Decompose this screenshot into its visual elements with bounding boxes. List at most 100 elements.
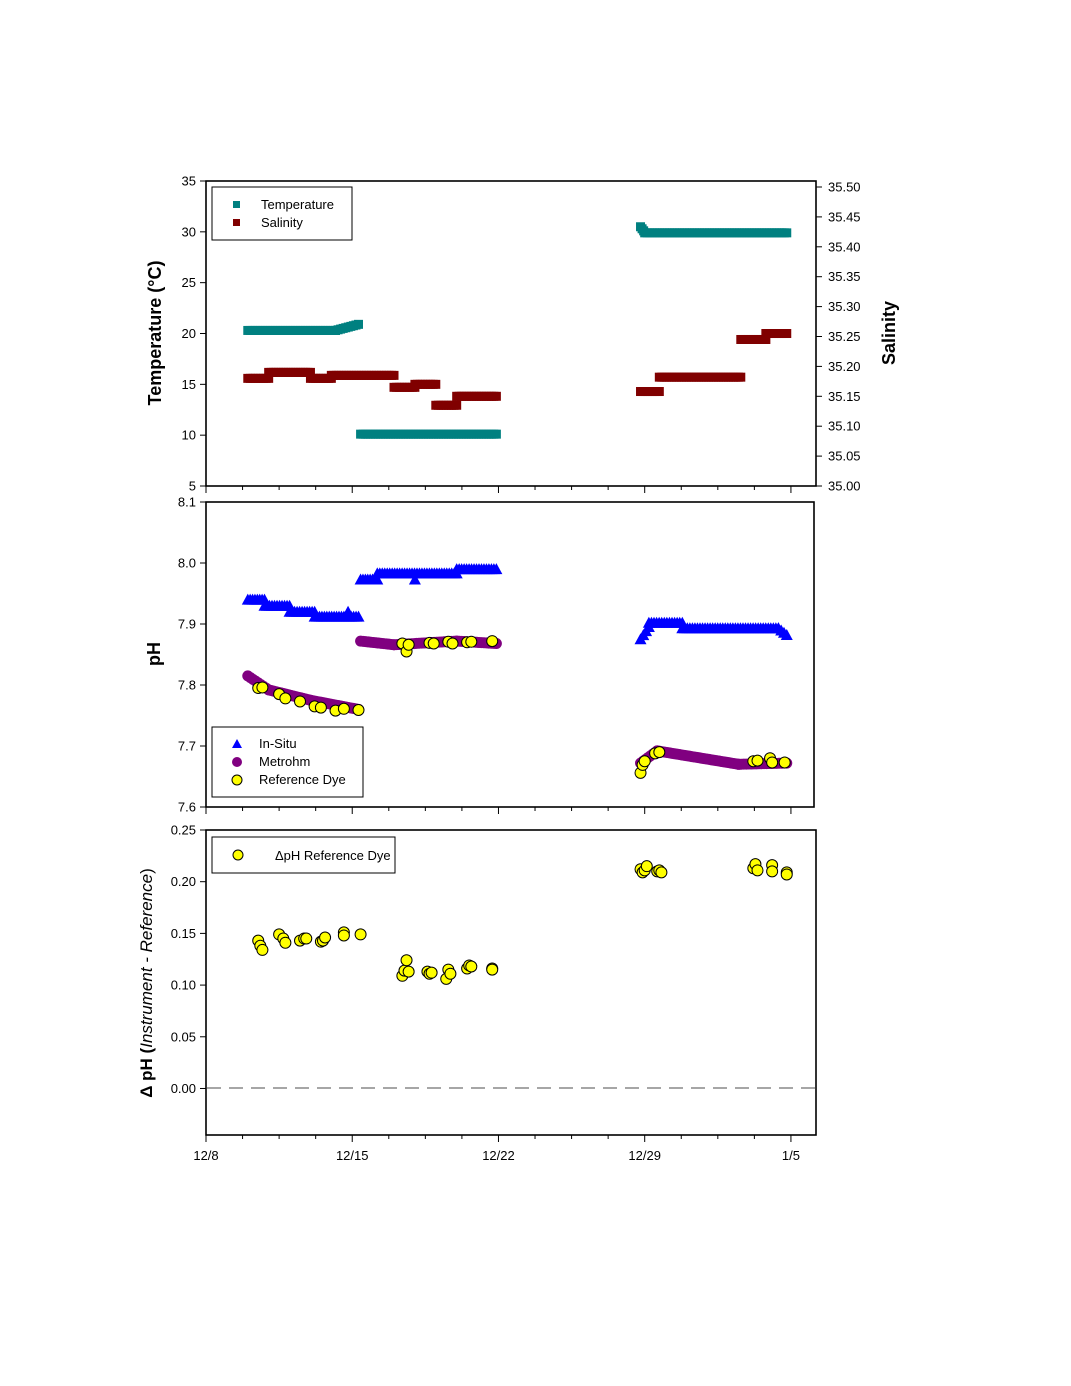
y-tick-label: 20 [182,326,196,341]
ph-reference-dye-point [337,929,350,942]
salinity-mark [305,367,315,377]
plot-frame [205,829,817,1136]
in-situ-mark [780,628,793,640]
ph-reference-dye-point [354,928,367,941]
y-axis-label: Δ pH (Instrument - Reference) [137,868,156,1098]
reference-dye-point [402,638,415,651]
y-axis-label-part-1: Δ pH ( [137,1047,156,1097]
ph-reference-dye-point [780,868,793,881]
salinity-mark [491,391,501,401]
ph-reference-dye-point [751,864,764,877]
ph-reference-dye-point [444,967,457,980]
reference-dye-point [294,695,307,708]
in-situ-mark [352,610,365,622]
panel-ph: pH 8.1 8.0 7.9 7.8 7.7 7.6 In-Situ Metrohm Re… [144,495,815,815]
salinity-mark [736,372,746,382]
x-axis-ticks [205,486,792,493]
x-tick-label: 12/8 [193,1148,218,1163]
y-axis-label-left: Temperature (°C) [145,261,165,406]
ph-reference-dye-point [400,954,413,967]
in-situ-mark [490,563,503,575]
y-axis-ticks-left: 35 30 25 20 15 10 5 [182,174,206,494]
salinity-mark [389,370,399,380]
ph-reference-dye-point [319,931,332,944]
x-axis-ticks: 12/8 12/15 12/22 12/29 1/5 [193,1135,800,1163]
y-axis-label-right: Salinity [879,301,899,365]
x-axis-ticks [205,807,792,814]
y-tick-label: 0.25 [171,823,196,838]
plot-marks [243,222,792,439]
reference-dye-point [766,756,779,769]
legend: In-Situ Metrohm Reference Dye [211,726,364,798]
legend-label-metrohm: Metrohm [259,754,310,769]
y-tick-label-right: 35.30 [828,299,861,314]
ph-reference-dye-point [766,865,779,878]
in-situ-point [342,605,355,617]
salinity-mark [654,387,664,397]
ph-reference-dye-point [425,966,438,979]
reference-dye-point [279,692,292,705]
reference-dye-point [256,681,269,694]
reference-dye-point [653,746,666,759]
legend: Temperature Salinity [211,186,353,241]
temperature-mark [354,319,363,329]
legend-marker-temperature [233,201,240,208]
x-tick-label: 1/5 [782,1148,800,1163]
legend-label-in-situ: In-Situ [259,736,297,751]
y-tick-label: 30 [182,224,196,239]
ph-reference-dye-point [402,965,415,978]
ph-reference-dye-point [486,963,499,976]
y-tick-label-right: 35.10 [828,419,861,434]
legend-marker-salinity [233,219,240,226]
legend-label-delta-ph-reference-dye: ΔpH Reference Dye [275,848,391,863]
ph-reference-dye-point [465,960,478,973]
reference-dye-point [465,635,478,648]
reference-dye-point [751,754,764,767]
salinity-mark [452,400,462,410]
reference-dye-point [427,637,440,650]
legend-label-temperature: Temperature [261,197,334,212]
y-tick-label: 7.6 [178,800,196,815]
reference-dye-point [638,755,651,768]
y-tick-label: 8.0 [178,556,196,571]
y-tick-label: 0.15 [171,926,196,941]
y-tick-label: 15 [182,377,196,392]
ph-reference-dye-point [300,932,313,945]
y-tick-label-right: 35.05 [828,449,861,464]
temperature-mark [782,228,792,238]
legend-label-reference-dye: Reference Dye [259,772,346,787]
legend-label-salinity: Salinity [261,215,303,230]
y-tick-label-right: 35.15 [828,389,861,404]
y-tick-label: 7.9 [178,617,196,632]
reference-dye-point [486,635,499,648]
y-tick-label-right: 35.45 [828,209,861,224]
salinity-mark [264,373,274,383]
y-axis-label-part-2: Instrument - Reference [137,874,156,1048]
legend: ΔpH Reference Dye [211,836,396,874]
ph-reference-dye-point [655,866,668,879]
y-tick-label-right: 35.50 [828,180,861,195]
temperature-mark [491,429,501,439]
y-tick-label: 5 [189,479,196,494]
ph-reference-dye-point [256,943,269,956]
legend-marker-in-situ [232,739,242,748]
in-situ-point [408,573,421,585]
legend-marker-reference-dye [231,774,243,786]
salinity-mark [782,329,792,339]
y-tick-label: 25 [182,275,196,290]
y-tick-label-right: 35.40 [828,239,861,254]
y-tick-label: 0.05 [171,1029,196,1044]
y-axis-ticks-right: 35.50 35.45 35.40 35.35 35.30 35.25 35.20 35.15… [816,180,861,494]
y-tick-label-right: 35.20 [828,359,861,374]
y-tick-label: 35 [182,174,196,189]
y-tick-label: 0.00 [171,1081,196,1096]
y-tick-label-right: 35.25 [828,329,861,344]
y-axis-label: Temperature (°C) Salinity [145,261,899,406]
legend-marker-metrohm [232,757,242,767]
y-tick-label: 7.7 [178,739,196,754]
y-axis-ticks: 0.25 0.20 0.15 0.10 0.05 0.00 [171,823,206,1096]
legend-marker-delta-ph-reference-dye [232,849,244,861]
plot-marks [241,563,793,779]
panel-delta-ph: Δ pH (Instrument - Reference) 0.250.200.… [137,823,817,1163]
